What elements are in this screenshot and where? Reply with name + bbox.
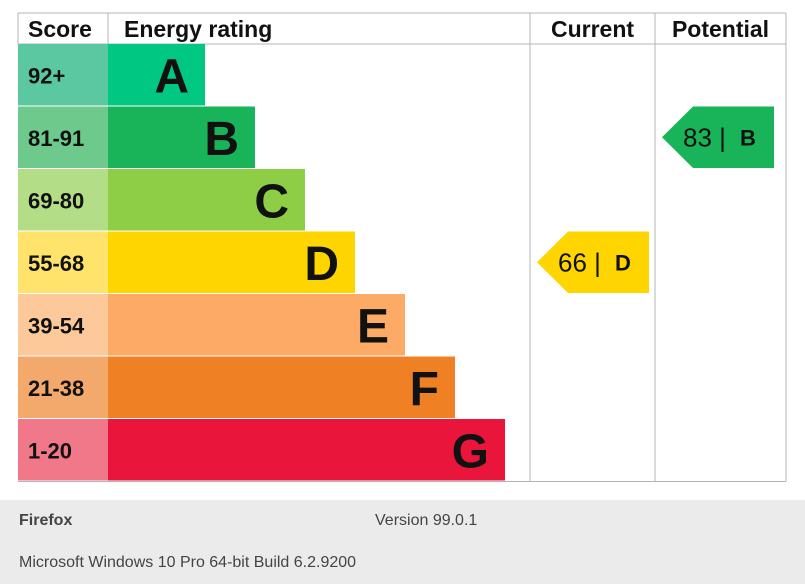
score-cell-d (18, 231, 108, 293)
energy-rating-chart: 92+ A81-91 B69-80 C55-68 D39-54 E21-38 F1-20 G … (17, 12, 787, 482)
browser-version: Version 99.0.1 (375, 512, 478, 529)
rating-bar-e (108, 294, 405, 356)
rating-bar-c (108, 169, 305, 231)
potential-rating-arrow (662, 106, 774, 168)
current-rating-letter: D (615, 250, 631, 275)
potential-rating-value: 83 | (683, 122, 726, 152)
score-cell-g (18, 419, 108, 481)
score-range-b: 81-91 (28, 126, 84, 151)
rating-bar-f (108, 356, 455, 418)
score-cell-c (18, 169, 108, 231)
browser-info-footer: Firefox Version 99.0.1 Microsoft Windows… (0, 500, 805, 584)
header-energy-rating: Energy rating (124, 16, 272, 42)
score-cell-f (18, 356, 108, 418)
header-current: Current (551, 16, 634, 42)
rating-bar-d (108, 231, 355, 293)
header-score: Score (28, 16, 92, 42)
score-range-a: 92+ (28, 63, 65, 88)
rating-letter-f: F (410, 363, 439, 416)
rating-letter-d: D (304, 238, 339, 291)
current-rating-value: 66 | (558, 247, 601, 277)
score-range-g: 1-20 (28, 438, 72, 463)
current-rating-arrow (537, 231, 649, 293)
potential-rating-letter: B (740, 125, 756, 150)
rating-letter-b: B (204, 113, 239, 166)
header-potential: Potential (672, 16, 769, 42)
rating-letter-c: C (254, 175, 289, 228)
score-range-f: 21-38 (28, 376, 84, 401)
score-cell-b (18, 106, 108, 168)
score-cell-e (18, 294, 108, 356)
rating-arrows: 66 | D 83 | B (537, 106, 774, 293)
rating-letter-g: G (452, 425, 489, 478)
score-range-e: 39-54 (28, 313, 85, 338)
score-range-d: 55-68 (28, 251, 84, 276)
os-info: Microsoft Windows 10 Pro 64-bit Build 6.… (19, 554, 357, 571)
rating-bar-b (108, 106, 255, 168)
rating-bar-g (108, 419, 505, 481)
rating-letter-a: A (154, 50, 189, 103)
browser-name: Firefox (19, 512, 73, 529)
score-range-c: 69-80 (28, 188, 84, 213)
rating-letter-e: E (357, 300, 389, 353)
column-headers: Score Energy rating Current Potential (28, 16, 769, 42)
rating-bar-a (108, 44, 205, 106)
score-cell-a (18, 44, 108, 106)
rating-bands: 92+ A 81-91 B 69-80 C 55-68 D 39-54 E 21-38 F 1-20 G (18, 44, 505, 481)
